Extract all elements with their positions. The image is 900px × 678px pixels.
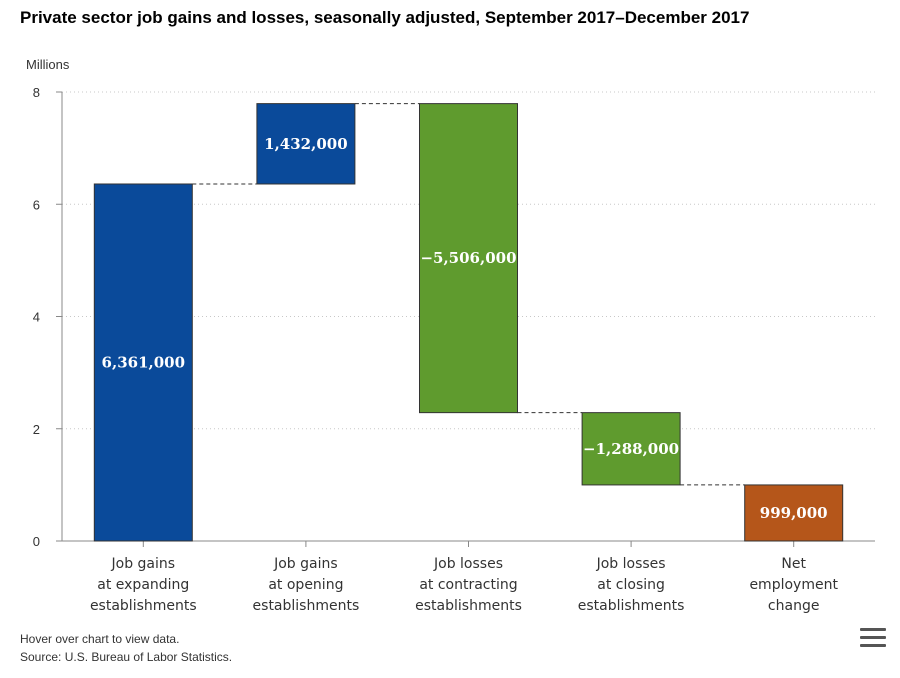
menu-line xyxy=(860,636,886,639)
category-label: at contracting xyxy=(419,577,517,593)
category-label: employment xyxy=(749,577,838,593)
category-label: Net xyxy=(781,556,806,572)
bar[interactable] xyxy=(93,183,193,542)
category-label: Job gains xyxy=(273,556,338,572)
category-label: at expanding xyxy=(97,577,189,593)
data-label: −5,506,000 xyxy=(420,249,516,267)
category-label: at closing xyxy=(597,577,665,593)
category-label: establishments xyxy=(253,598,360,614)
waterfall-chart[interactable]: 0 2 4 6 8 6,361,000 1,432,000 −5,506,000 −1,288… xyxy=(0,0,900,625)
bar[interactable] xyxy=(256,103,356,185)
y-tick-label: 4 xyxy=(33,310,40,325)
category-labels: Job gains at expanding establishments Job g… xyxy=(90,556,839,614)
data-label: 1,432,000 xyxy=(264,135,348,153)
data-label: 6,361,000 xyxy=(102,353,186,371)
bar[interactable] xyxy=(581,412,681,486)
bar[interactable] xyxy=(744,484,844,542)
category-label: Job gains xyxy=(111,556,176,572)
hover-hint: Hover over chart to view data. xyxy=(20,632,180,646)
bar[interactable] xyxy=(419,103,518,414)
y-tick-label: 2 xyxy=(33,422,40,437)
bars[interactable] xyxy=(93,103,844,542)
axes: 0 2 4 6 8 xyxy=(33,85,875,549)
source-note: Source: U.S. Bureau of Labor Statistics. xyxy=(20,650,233,664)
data-label: −1,288,000 xyxy=(583,440,679,458)
category-label: Job losses xyxy=(596,556,666,572)
category-label: Job losses xyxy=(433,556,503,572)
data-label: 999,000 xyxy=(760,504,828,522)
y-tick-label: 0 xyxy=(33,534,40,549)
data-labels: 6,361,000 1,432,000 −5,506,000 −1,288,000 99… xyxy=(102,135,828,522)
category-label: at opening xyxy=(268,577,343,593)
footer: Hover over chart to view data. Source: U… xyxy=(20,630,232,666)
category-label: establishments xyxy=(415,598,522,614)
y-axis-label: Millions xyxy=(26,57,70,72)
category-label: establishments xyxy=(90,598,197,614)
menu-line xyxy=(860,644,886,647)
category-label: establishments xyxy=(578,598,685,614)
y-tick-label: 6 xyxy=(33,197,40,212)
connectors xyxy=(192,103,745,486)
chart-title: Private sector job gains and losses, sea… xyxy=(20,8,750,27)
hamburger-menu-icon[interactable] xyxy=(860,628,886,648)
menu-line xyxy=(860,628,886,631)
category-label: change xyxy=(768,598,820,614)
y-tick-label: 8 xyxy=(33,85,40,100)
